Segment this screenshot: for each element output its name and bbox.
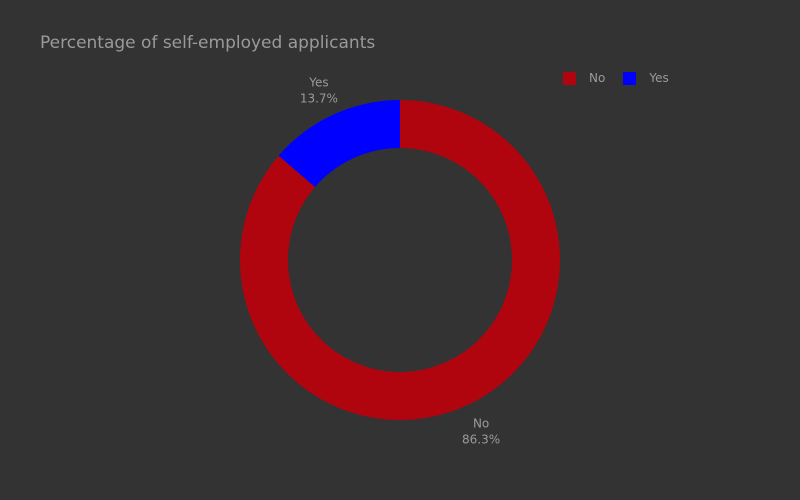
slice-label-yes-name: Yes — [308, 75, 328, 89]
legend-item-no[interactable]: No — [563, 71, 605, 85]
legend: No Yes — [563, 71, 669, 85]
slice-label-no-pct: 86.3% — [462, 433, 500, 447]
chart-title: Percentage of self-employed applicants — [40, 33, 376, 53]
legend-item-yes[interactable]: Yes — [623, 71, 669, 85]
slice-label-yes-pct: 13.7% — [300, 91, 338, 105]
legend-label-no: No — [589, 71, 606, 85]
legend-swatch-no — [563, 71, 576, 85]
slice-label-no-name: No — [473, 417, 489, 431]
slice-no[interactable] — [239, 100, 561, 421]
legend-label-yes: Yes — [649, 71, 669, 85]
slice-yes[interactable] — [278, 100, 400, 187]
legend-swatch-yes — [623, 71, 637, 85]
